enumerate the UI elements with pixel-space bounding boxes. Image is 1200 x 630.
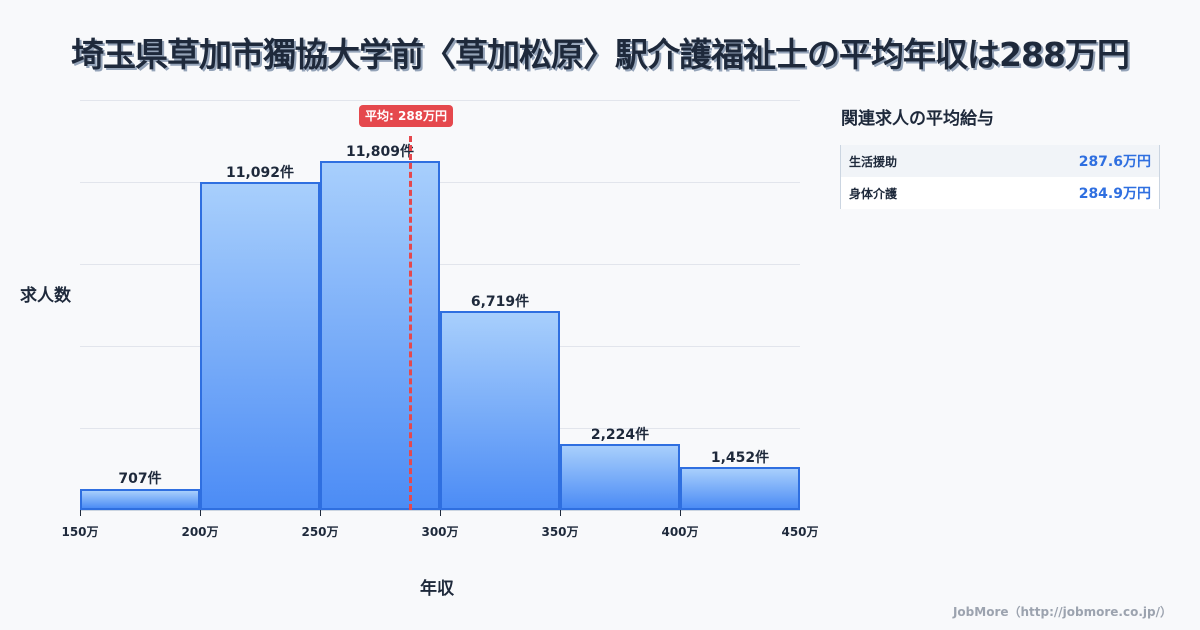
job-type-salary: 284.9万円 xyxy=(1078,186,1151,202)
gridline xyxy=(80,264,800,265)
x-tick-label: 450万 xyxy=(781,525,819,539)
bar-value-label: 11,809件 xyxy=(345,144,415,160)
x-tick-label: 300万 xyxy=(421,525,459,539)
bar-value-label: 6,719件 xyxy=(470,294,530,310)
table-row: 生活援助 287.6万円 xyxy=(841,145,1159,177)
gridline xyxy=(80,100,800,101)
average-line xyxy=(409,136,412,510)
chart-title: 埼玉県草加市獨協大学前〈草加松原〉駅介護福祉士の平均年収は288万円 xyxy=(71,35,1130,74)
x-tick xyxy=(560,510,561,516)
x-tick-label: 350万 xyxy=(541,525,579,539)
histogram-bar xyxy=(560,444,680,510)
job-type-name: 生活援助 xyxy=(849,154,898,169)
gridline xyxy=(80,182,800,183)
job-type-salary: 287.6万円 xyxy=(1078,154,1151,170)
job-type-name: 身体介護 xyxy=(849,186,898,201)
y-axis-label: 求人数 xyxy=(20,286,71,306)
plot-area: 707件 11,092件 11,809件 6,719件 2,224件 1,452… xyxy=(80,100,800,510)
x-tick xyxy=(200,510,201,516)
x-tick xyxy=(320,510,321,516)
histogram-bar xyxy=(320,161,440,510)
x-axis-label: 年収 xyxy=(420,579,454,599)
histogram-bar xyxy=(680,467,800,510)
histogram-bar xyxy=(440,311,560,510)
related-salary-table: 生活援助 287.6万円 身体介護 284.9万円 xyxy=(840,145,1160,209)
bar-value-label: 707件 xyxy=(118,471,162,487)
table-row: 身体介護 284.9万円 xyxy=(841,177,1159,209)
x-tick-label: 150万 xyxy=(61,525,99,539)
x-tick xyxy=(80,510,81,516)
x-tick-label: 250万 xyxy=(301,525,339,539)
average-badge: 平均: 288万円 xyxy=(359,105,454,127)
histogram-bar xyxy=(80,489,200,510)
x-tick-label: 400万 xyxy=(661,525,699,539)
x-tick xyxy=(440,510,441,516)
source-credit: JobMore（http://jobmore.co.jp/） xyxy=(952,605,1172,619)
bar-value-label: 11,092件 xyxy=(225,165,295,181)
x-tick-label: 200万 xyxy=(181,525,219,539)
bar-value-label: 2,224件 xyxy=(590,427,650,443)
side-panel-title: 関連求人の平均給与 xyxy=(841,109,994,129)
bar-value-label: 1,452件 xyxy=(710,450,770,466)
histogram-bar xyxy=(200,182,320,510)
x-tick xyxy=(680,510,681,516)
